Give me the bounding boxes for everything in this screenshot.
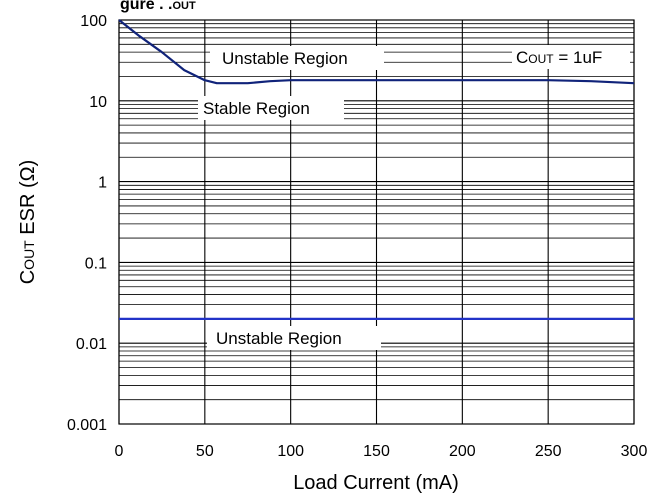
lower-unstable-label: Unstable Region [216,329,342,348]
y-axis-title: COUT ESR (Ω) [17,160,39,285]
y-tick-label: 10 [89,94,107,111]
esr-upper-boundary-line [118,19,635,85]
upper-unstable-label: Unstable Region [222,49,348,68]
y-tick-labels: 100 10 1 0.1 0.01 0.001 [67,13,107,434]
y-tick-label: 1 [98,175,107,192]
x-tick-label: 300 [621,443,648,460]
x-tick-label: 250 [535,443,562,460]
stable-label-bg [198,96,344,120]
x-tick-label: 200 [449,443,476,460]
title-fragment: gure . .OUT [120,0,196,13]
x-tick-label: 50 [196,443,214,460]
stable-region-label: Stable Region [203,99,310,118]
y-tick-label: 100 [80,13,107,30]
x-axis-title: Load Current (mA) [293,472,459,494]
upper-unstable-label-bg [210,46,384,70]
condition-label-bg [512,45,630,69]
x-tick-label: 100 [277,443,304,460]
y-tick-label: 0.1 [85,255,107,272]
series-group [118,19,635,320]
plot-frame [118,19,635,425]
svg-text:gure . .OUT: gure . .OUT [120,0,196,13]
y-tick-label: 0.01 [76,336,107,353]
y-tick-label: 0.001 [67,417,107,434]
x-tick-label: 0 [115,443,124,460]
lower-unstable-label-bg [207,326,381,350]
x-tick-labels: 0 50 100 150 200 250 300 [115,443,648,460]
x-tick-label: 150 [363,443,390,460]
cout-condition-label: COUT = 1uF [516,48,602,67]
